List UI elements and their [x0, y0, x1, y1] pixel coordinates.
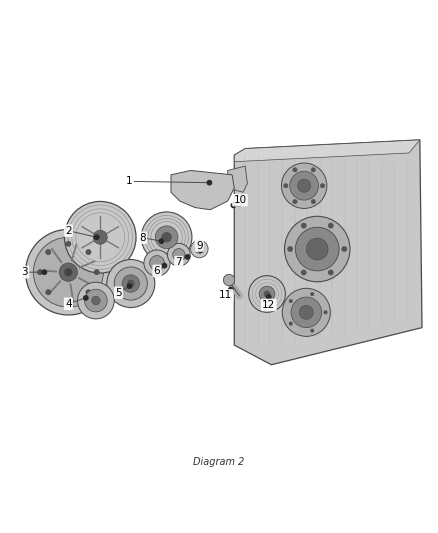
Circle shape: [198, 248, 203, 253]
Circle shape: [207, 181, 212, 185]
Circle shape: [301, 223, 306, 228]
Circle shape: [92, 296, 100, 305]
Text: 4: 4: [65, 298, 72, 309]
Circle shape: [306, 238, 328, 260]
Circle shape: [78, 282, 114, 319]
Circle shape: [295, 227, 339, 271]
Circle shape: [320, 183, 325, 188]
Circle shape: [66, 241, 71, 246]
Circle shape: [159, 239, 163, 244]
Circle shape: [95, 235, 99, 239]
Circle shape: [249, 276, 286, 312]
Circle shape: [283, 288, 330, 336]
Text: Diagram 2: Diagram 2: [193, 457, 245, 467]
Circle shape: [167, 244, 190, 266]
Text: 1: 1: [126, 176, 133, 187]
Circle shape: [107, 260, 155, 308]
Circle shape: [64, 201, 136, 273]
Circle shape: [86, 249, 91, 255]
Circle shape: [127, 284, 132, 288]
Circle shape: [33, 237, 103, 307]
Circle shape: [259, 286, 275, 302]
Polygon shape: [228, 166, 247, 192]
Circle shape: [289, 300, 293, 303]
Circle shape: [229, 287, 233, 292]
Circle shape: [93, 230, 107, 244]
Circle shape: [289, 322, 293, 325]
Circle shape: [328, 223, 333, 228]
Circle shape: [144, 250, 170, 276]
Circle shape: [42, 270, 46, 274]
Circle shape: [127, 280, 134, 287]
Circle shape: [293, 168, 297, 172]
Circle shape: [284, 183, 288, 188]
Text: 11: 11: [219, 290, 232, 300]
Circle shape: [155, 226, 178, 248]
Circle shape: [324, 311, 327, 314]
Circle shape: [37, 270, 42, 275]
Circle shape: [64, 268, 72, 276]
Circle shape: [25, 229, 111, 315]
Circle shape: [223, 274, 235, 286]
Circle shape: [311, 168, 315, 172]
Circle shape: [342, 246, 347, 252]
Circle shape: [195, 245, 204, 253]
Circle shape: [288, 246, 293, 252]
Circle shape: [301, 270, 306, 275]
Polygon shape: [171, 171, 234, 210]
Circle shape: [293, 199, 297, 204]
Circle shape: [264, 291, 270, 297]
Circle shape: [185, 255, 190, 259]
Circle shape: [267, 295, 271, 299]
Text: 5: 5: [115, 288, 122, 298]
Circle shape: [233, 196, 244, 206]
Circle shape: [311, 329, 314, 333]
Circle shape: [299, 305, 313, 319]
Circle shape: [191, 240, 208, 258]
Circle shape: [59, 263, 78, 281]
Text: 12: 12: [262, 300, 276, 310]
Circle shape: [114, 267, 148, 300]
Text: 10: 10: [233, 195, 247, 205]
Circle shape: [141, 212, 192, 263]
Circle shape: [311, 292, 314, 296]
Circle shape: [282, 163, 327, 208]
Text: 3: 3: [21, 267, 28, 277]
Circle shape: [311, 199, 315, 204]
Circle shape: [84, 296, 88, 300]
Text: 9: 9: [196, 240, 203, 251]
Circle shape: [162, 263, 166, 268]
Circle shape: [94, 270, 99, 275]
Text: 2: 2: [65, 225, 72, 236]
Circle shape: [173, 248, 185, 261]
Circle shape: [328, 270, 333, 275]
Text: 7: 7: [176, 257, 182, 267]
Circle shape: [150, 256, 164, 270]
Circle shape: [231, 203, 236, 207]
Polygon shape: [234, 140, 420, 161]
Circle shape: [66, 298, 71, 303]
Circle shape: [162, 232, 171, 242]
Circle shape: [285, 216, 350, 282]
Circle shape: [46, 289, 51, 295]
Polygon shape: [254, 281, 280, 296]
Text: 6: 6: [154, 266, 160, 276]
Circle shape: [46, 249, 51, 255]
Circle shape: [291, 297, 321, 328]
Polygon shape: [234, 140, 422, 365]
Circle shape: [297, 179, 311, 192]
Circle shape: [290, 171, 318, 200]
Circle shape: [85, 289, 107, 312]
Circle shape: [86, 289, 91, 295]
Circle shape: [122, 275, 140, 292]
Text: 8: 8: [139, 233, 146, 243]
